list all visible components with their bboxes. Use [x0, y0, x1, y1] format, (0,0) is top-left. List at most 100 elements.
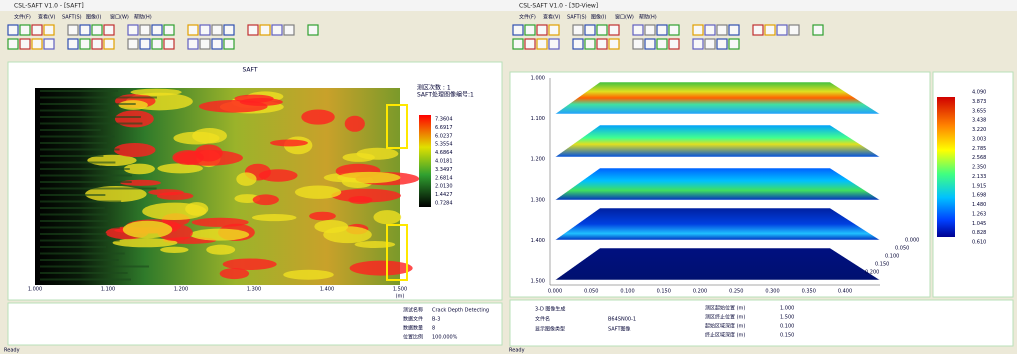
toolbar-button[interactable]: [633, 39, 643, 49]
toolbar-button[interactable]: [729, 39, 739, 49]
toolbar-button[interactable]: [597, 39, 607, 49]
colorbar-label: 0.7284: [435, 201, 453, 207]
toolbar-button[interactable]: [513, 25, 523, 35]
toolbar-button[interactable]: [753, 25, 763, 35]
toolbar-button[interactable]: [44, 39, 54, 49]
toolbar-button[interactable]: [8, 25, 18, 35]
menu-item[interactable]: 图像(I): [86, 14, 101, 21]
toolbar-button[interactable]: [32, 25, 42, 35]
heat-blob: [270, 139, 308, 146]
toolbar-button[interactable]: [669, 39, 679, 49]
toolbar-button[interactable]: [693, 25, 703, 35]
toolbar-button[interactable]: [188, 39, 198, 49]
toolbar-button[interactable]: [308, 25, 318, 35]
toolbar-button[interactable]: [128, 39, 138, 49]
toolbar-button[interactable]: [8, 39, 18, 49]
toolbar-button[interactable]: [200, 25, 210, 35]
toolbar-button[interactable]: [777, 25, 787, 35]
toolbar-button[interactable]: [717, 25, 727, 35]
toolbar-button[interactable]: [68, 39, 78, 49]
menu-item[interactable]: SAFT(S): [567, 15, 587, 21]
toolbar-button[interactable]: [813, 25, 823, 35]
toolbar-button[interactable]: [549, 39, 559, 49]
toolbar-button[interactable]: [248, 25, 258, 35]
toolbar-button[interactable]: [260, 25, 270, 35]
toolbar-button[interactable]: [597, 25, 607, 35]
toolbar-button[interactable]: [224, 25, 234, 35]
toolbar-button[interactable]: [633, 25, 643, 35]
toolbar-button[interactable]: [693, 39, 703, 49]
toolbar-button[interactable]: [200, 39, 210, 49]
toolbar-button[interactable]: [212, 25, 222, 35]
toolbar-button[interactable]: [80, 25, 90, 35]
toolbar-button[interactable]: [657, 25, 667, 35]
heat-stripe: [40, 214, 109, 216]
heat-stripe: [40, 136, 115, 138]
toolbar-button[interactable]: [765, 25, 775, 35]
toolbar-button[interactable]: [224, 39, 234, 49]
toolbar-button[interactable]: [609, 39, 619, 49]
heat-stripe: [40, 207, 105, 209]
menu-item[interactable]: 窗口(W): [615, 14, 634, 21]
toolbar-button[interactable]: [705, 25, 715, 35]
toolbar-button[interactable]: [549, 25, 559, 35]
toolbar-button[interactable]: [104, 39, 114, 49]
menu-item[interactable]: 窗口(W): [110, 14, 129, 21]
heat-blob: [345, 116, 365, 132]
toolbar-button[interactable]: [609, 25, 619, 35]
left-info-panel: [8, 303, 502, 345]
toolbar-button[interactable]: [44, 25, 54, 35]
toolbar-button[interactable]: [188, 25, 198, 35]
toolbar-button[interactable]: [717, 39, 727, 49]
toolbar-button[interactable]: [284, 25, 294, 35]
toolbar-button[interactable]: [140, 25, 150, 35]
toolbar-button[interactable]: [657, 39, 667, 49]
toolbar-button[interactable]: [92, 25, 102, 35]
toolbar-button[interactable]: [92, 39, 102, 49]
toolbar-button[interactable]: [128, 25, 138, 35]
menu-item[interactable]: 查看(V): [38, 14, 55, 21]
toolbar-button[interactable]: [152, 39, 162, 49]
heat-stripe: [40, 110, 109, 112]
toolbar-button[interactable]: [104, 25, 114, 35]
depth-plane: [555, 248, 880, 280]
toolbar-button[interactable]: [585, 39, 595, 49]
heat-stripe: [40, 97, 157, 99]
toolbar-button[interactable]: [513, 39, 523, 49]
toolbar-button[interactable]: [645, 39, 655, 49]
toolbar-button[interactable]: [152, 25, 162, 35]
toolbar-button[interactable]: [68, 25, 78, 35]
heat-stripe: [40, 123, 142, 125]
toolbar-button[interactable]: [272, 25, 282, 35]
toolbar-button[interactable]: [140, 39, 150, 49]
toolbar-button[interactable]: [20, 39, 30, 49]
heat-blob: [337, 172, 400, 183]
menu-item[interactable]: 图像(I): [591, 14, 606, 21]
menu-item[interactable]: 帮助(H): [639, 14, 657, 21]
toolbar-button[interactable]: [645, 25, 655, 35]
toolbar-button[interactable]: [669, 25, 679, 35]
toolbar-button[interactable]: [537, 39, 547, 49]
depth-plane: [555, 125, 880, 157]
toolbar-button[interactable]: [164, 39, 174, 49]
toolbar-button[interactable]: [789, 25, 799, 35]
toolbar-button[interactable]: [729, 25, 739, 35]
toolbar-button[interactable]: [212, 39, 222, 49]
toolbar-button[interactable]: [164, 25, 174, 35]
menu-item[interactable]: SAFT(S): [62, 15, 82, 21]
menu-item[interactable]: 文件(F): [14, 14, 31, 21]
toolbar-button[interactable]: [525, 25, 535, 35]
info-key: 测试名称: [403, 307, 423, 314]
toolbar-button[interactable]: [573, 25, 583, 35]
toolbar-button[interactable]: [32, 39, 42, 49]
menu-item[interactable]: 帮助(H): [134, 14, 152, 21]
toolbar-button[interactable]: [525, 39, 535, 49]
toolbar-button[interactable]: [20, 25, 30, 35]
toolbar-button[interactable]: [537, 25, 547, 35]
toolbar-button[interactable]: [80, 39, 90, 49]
toolbar-button[interactable]: [585, 25, 595, 35]
toolbar-button[interactable]: [573, 39, 583, 49]
menu-item[interactable]: 查看(V): [543, 14, 560, 21]
toolbar-button[interactable]: [705, 39, 715, 49]
menu-item[interactable]: 文件(F): [519, 14, 536, 21]
